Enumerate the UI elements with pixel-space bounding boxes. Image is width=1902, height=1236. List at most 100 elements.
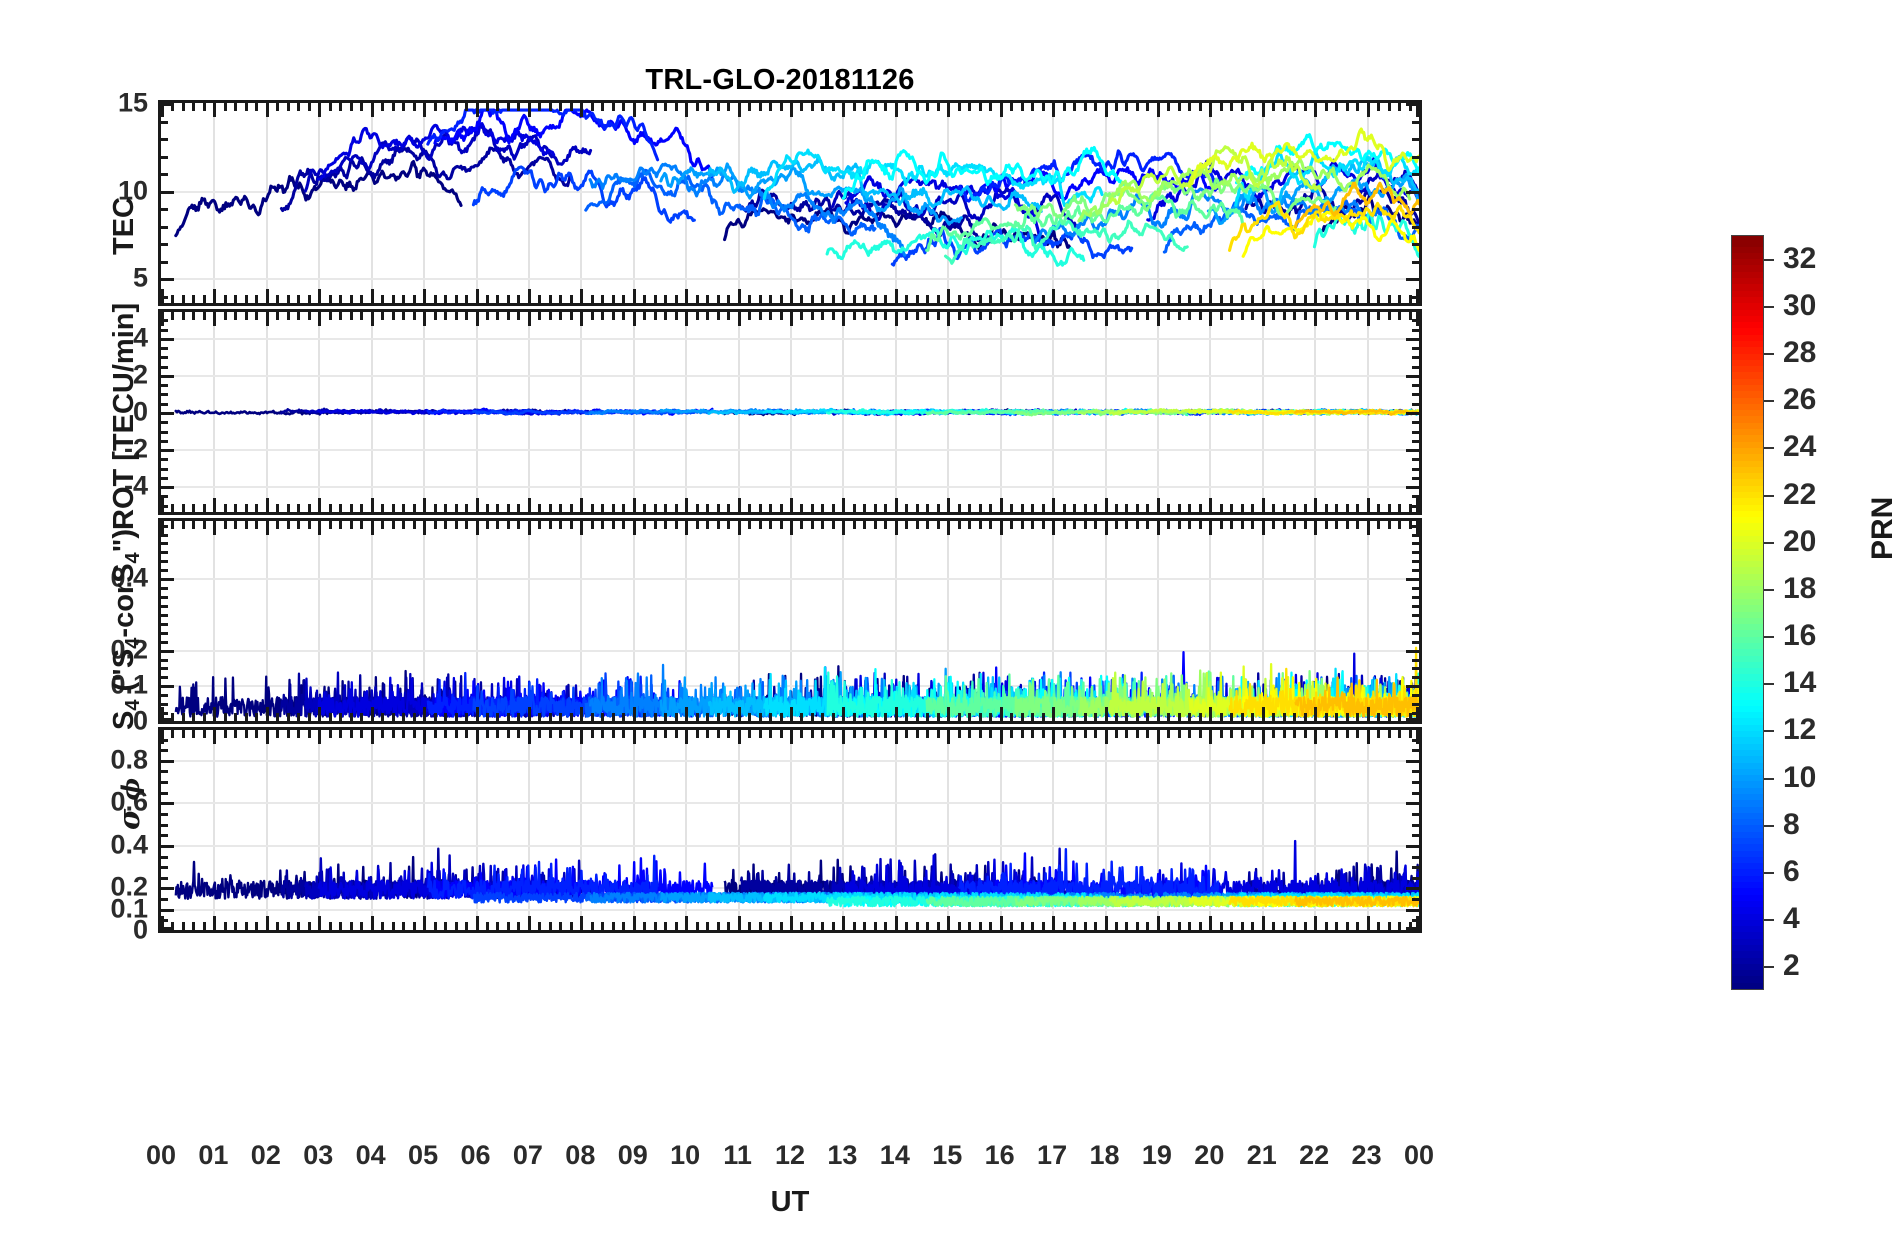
colorbar-segment [1732,761,1763,769]
colorbar-segment [1732,465,1763,474]
gridline-vertical [1366,730,1369,930]
colorbar-segment [1732,289,1763,297]
colorbar-tick-label: 8 [1783,807,1800,841]
gridline-vertical [475,521,478,721]
gridline-horizontal [161,759,1419,762]
colorbar-segment [1732,648,1763,656]
colorbar-segment [1732,396,1763,404]
gridline-vertical [947,103,950,303]
colorbar-segment [1732,333,1763,341]
gridline-vertical [318,103,321,303]
colorbar-segment [1732,314,1763,323]
gridline-horizontal [161,578,1419,581]
y-axis-tick-label: 4 [132,322,148,353]
colorbar-segment [1732,893,1763,901]
gridline-horizontal [161,649,1419,652]
gridline-vertical [685,103,688,303]
colorbar-segment [1732,377,1763,385]
colorbar-segment [1732,730,1763,738]
colorbar-segment [1732,365,1763,373]
gridline-vertical [1209,103,1212,303]
series-line [957,848,1220,900]
colorbar-segment [1732,509,1763,518]
colorbar[interactable] [1731,235,1764,990]
colorbar-segment [1732,943,1763,952]
gridline-vertical [685,521,688,721]
x-axis-tick-label: 08 [565,1140,596,1170]
series-line [584,168,877,237]
colorbar-segment [1732,874,1763,883]
gridline-vertical [370,730,373,930]
gridline-vertical [1261,521,1264,721]
colorbar-segment [1732,283,1763,291]
colorbar-segment [1732,780,1763,788]
colorbar-segment [1732,843,1763,851]
colorbar-segment [1732,321,1763,329]
colorbar-segment [1732,277,1763,285]
colorbar-tick-label: 26 [1783,383,1817,417]
colorbar-segment [1732,560,1763,568]
colorbar-segment [1732,384,1763,392]
colorbar-segment [1732,352,1763,360]
gridline-vertical [423,730,426,930]
colorbar-tick [1764,305,1774,308]
gridline-vertical [894,103,897,303]
colorbar-segment [1732,881,1763,889]
y-axis-tick-label: 0.4 [110,829,148,860]
colorbar-segment [1732,610,1763,618]
gridline-horizontal [161,685,1419,688]
y-axis-tick-label: 0 [132,705,148,736]
colorbar-segment [1732,541,1763,549]
colorbar-segment [1732,635,1763,643]
colorbar-tick [1764,730,1774,733]
gridline-horizontal [161,278,1419,281]
colorbar-segment [1732,673,1763,681]
colorbar-segment [1732,736,1763,744]
colorbar-segment [1732,295,1763,304]
colorbar-segment [1732,654,1763,662]
colorbar-segment [1732,390,1763,398]
colorbar-segment [1732,824,1763,832]
gridline-vertical [1052,521,1055,721]
gridline-vertical [999,730,1002,930]
x-axis-tick-label: 04 [355,1140,386,1170]
colorbar-segment [1732,327,1763,335]
colorbar-tick [1764,588,1774,591]
colorbar-segment [1732,755,1763,763]
colorbar-tick [1764,872,1774,875]
series-line [471,165,696,224]
colorbar-segment [1732,236,1763,241]
colorbar-segment [1732,641,1763,650]
colorbar-tick-label: 30 [1783,288,1817,322]
colorbar-segment [1732,547,1763,555]
colorbar-segment [1732,446,1763,455]
panel-s4-series [174,646,1419,718]
gridline-vertical [1366,521,1369,721]
x-axis-tick-label: 14 [879,1140,910,1170]
y-axis-tick-label: 0.2 [110,634,148,665]
colorbar-segment [1732,868,1763,876]
colorbar-segment [1732,409,1763,417]
colorbar-segment [1732,912,1763,920]
gridline-vertical [580,730,583,930]
panel-tec [158,100,1422,306]
colorbar-segment [1732,975,1763,983]
colorbar-segment [1732,472,1763,480]
colorbar-segment [1732,918,1763,927]
colorbar-segment [1732,811,1763,820]
y-axis-tick-label: 0.1 [110,669,148,700]
gridline-vertical [947,521,950,721]
colorbar-tick-label: 28 [1783,335,1817,369]
gridline-vertical [265,103,268,303]
gridline-vertical [999,521,1002,721]
x-axis-tick-label: 00 [1403,1140,1435,1170]
gridline-vertical [265,730,268,930]
colorbar-tick-label: 6 [1783,855,1800,889]
colorbar-segment [1732,660,1763,669]
panel-tec-ylabel: TEC [108,197,140,255]
colorbar-segment [1732,434,1763,442]
colorbar-segment [1732,566,1763,574]
gridline-vertical [1209,521,1212,721]
colorbar-segment [1732,711,1763,719]
gridline-vertical [790,730,792,930]
